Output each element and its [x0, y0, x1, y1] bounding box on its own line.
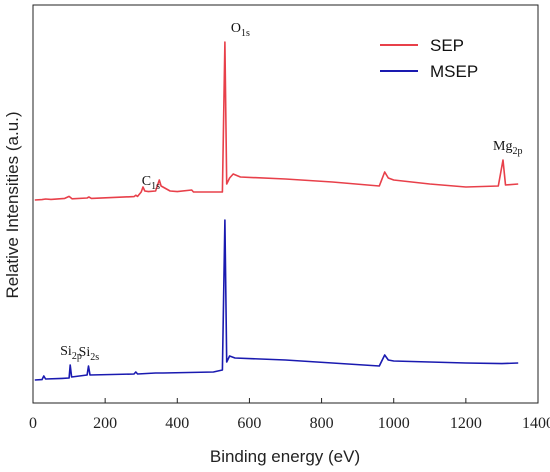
peak-label-main: C — [142, 174, 151, 189]
x-tick-label: 1400 — [522, 415, 550, 432]
x-tick-label: 1000 — [378, 415, 410, 432]
x-axis-title: Binding energy (eV) — [210, 447, 360, 466]
x-axis-tick-labels: 0 200 400 600 800 1000 1200 1400 — [29, 415, 550, 432]
legend-label-sep: SEP — [430, 36, 464, 55]
peak-label-sub: 2s — [90, 352, 99, 363]
series-line-sep — [34, 41, 519, 201]
peak-label: Si2p — [60, 344, 82, 362]
x-axis-ticks — [32, 398, 539, 403]
peak-label-sub: 1s — [241, 28, 250, 39]
x-tick-label: 0 — [29, 415, 37, 432]
x-tick-label: 600 — [237, 415, 261, 432]
series-layer — [34, 41, 519, 381]
x-tick-label: 400 — [165, 415, 189, 432]
peak-label-sub: 2p — [512, 146, 522, 157]
x-tick-label: 800 — [310, 415, 334, 432]
peak-label: C1s — [142, 174, 160, 192]
peak-label-sub: 1s — [151, 181, 160, 192]
y-axis-title: Relative Intensities (a.u.) — [3, 111, 22, 298]
peak-label: Si2s — [79, 345, 100, 363]
peak-label-sub: 2p — [72, 351, 82, 362]
peak-label-main: Si — [79, 345, 91, 360]
peak-label: Mg2p — [493, 139, 522, 157]
x-tick-label: 1200 — [450, 415, 482, 432]
series-line-msep — [34, 219, 519, 381]
peak-label: O1s — [231, 21, 250, 39]
legend-label-msep: MSEP — [430, 62, 478, 81]
peak-label-main: Si — [60, 344, 72, 359]
peak-label-main: Mg — [493, 139, 512, 154]
peak-label-main: O — [231, 21, 241, 36]
plot-frame — [32, 4, 539, 404]
x-tick-label: 200 — [93, 415, 117, 432]
legend: SEP MSEP — [380, 36, 478, 81]
